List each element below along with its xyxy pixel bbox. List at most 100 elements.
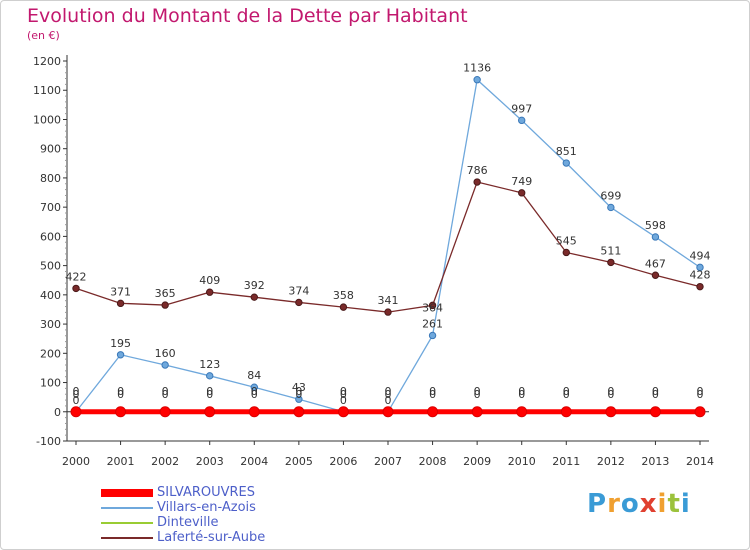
data-label: 0 xyxy=(251,388,258,401)
data-label: 0 xyxy=(162,385,169,398)
data-label: 0 xyxy=(697,388,704,401)
data-label: 0 xyxy=(206,385,213,398)
data-point xyxy=(250,293,258,301)
logo-letter: t xyxy=(667,489,681,519)
data-point xyxy=(115,406,127,418)
data-label: 0 xyxy=(117,388,124,401)
data-label: 0 xyxy=(474,385,481,398)
legend-item: Laferté-sur-Aube xyxy=(101,530,265,545)
data-label: 422 xyxy=(66,270,87,283)
y-tick-label: 200 xyxy=(40,347,61,360)
data-label: 261 xyxy=(422,317,443,330)
data-point xyxy=(696,282,704,291)
data-point xyxy=(473,76,481,84)
data-point xyxy=(293,406,305,418)
data-point xyxy=(607,203,615,212)
data-label: 0 xyxy=(162,388,169,401)
y-tick-label: 600 xyxy=(40,230,61,243)
data-label: 0 xyxy=(340,385,347,398)
x-tick-label: 2014 xyxy=(686,455,714,468)
chart-title: Evolution du Montant de la Dette par Hab… xyxy=(27,5,468,27)
data-point xyxy=(161,361,169,369)
data-point xyxy=(116,351,125,359)
data-label: 371 xyxy=(110,285,131,298)
data-label: 43 xyxy=(292,381,306,394)
logo-letter: i xyxy=(657,489,668,519)
data-point xyxy=(204,406,216,418)
y-tick-label: 800 xyxy=(40,172,61,185)
data-label: 545 xyxy=(556,234,577,247)
data-point xyxy=(250,383,258,391)
y-tick-label: 700 xyxy=(40,201,61,214)
data-label: 409 xyxy=(199,274,220,287)
data-label: 341 xyxy=(378,294,399,307)
data-point xyxy=(295,395,303,403)
data-label: 364 xyxy=(422,301,443,314)
data-point xyxy=(560,406,572,418)
data-label: 84 xyxy=(247,369,261,382)
data-label: 123 xyxy=(199,358,220,371)
x-tick-label: 2007 xyxy=(374,455,402,468)
data-label: 0 xyxy=(73,394,80,407)
logo-letter: x xyxy=(639,489,658,519)
data-label: 358 xyxy=(333,289,354,302)
data-label: 511 xyxy=(600,244,621,257)
data-label: 0 xyxy=(295,385,302,398)
data-label: 0 xyxy=(340,394,347,407)
data-label: 195 xyxy=(110,337,131,350)
y-tick-label: 1100 xyxy=(33,84,61,97)
data-label: 374 xyxy=(288,284,309,297)
data-point xyxy=(471,406,483,418)
legend-label: Laferté-sur-Aube xyxy=(157,530,266,545)
legend-swatch xyxy=(101,536,153,539)
data-point xyxy=(384,308,392,316)
logo-letter: r xyxy=(607,489,621,519)
data-label: 0 xyxy=(340,388,347,401)
data-point xyxy=(161,301,169,309)
data-label: 0 xyxy=(385,388,392,401)
data-point xyxy=(337,406,349,418)
logo-letter: P xyxy=(587,489,608,519)
logo-letter: i xyxy=(680,489,691,519)
data-label: 0 xyxy=(474,388,481,401)
data-label: 0 xyxy=(385,385,392,398)
data-label: 428 xyxy=(690,269,711,282)
x-tick-label: 2010 xyxy=(508,455,536,468)
data-label: 365 xyxy=(155,287,176,300)
data-label: 598 xyxy=(645,219,666,232)
data-label: 494 xyxy=(690,249,711,262)
data-point xyxy=(518,116,526,125)
data-label: 160 xyxy=(155,347,176,360)
data-point xyxy=(206,372,214,380)
data-point xyxy=(339,303,348,311)
data-point xyxy=(159,406,171,418)
legend-swatch xyxy=(101,521,153,524)
data-point xyxy=(206,288,214,296)
data-label: 0 xyxy=(563,388,570,401)
y-tick-label: 300 xyxy=(40,318,61,331)
x-tick-label: 2002 xyxy=(151,455,179,468)
data-point xyxy=(248,406,260,418)
data-point xyxy=(116,299,125,308)
data-point xyxy=(72,284,80,293)
data-point xyxy=(427,406,439,418)
x-tick-label: 2003 xyxy=(196,455,224,468)
data-label: 0 xyxy=(206,388,213,401)
data-label: 0 xyxy=(429,385,436,398)
data-point xyxy=(649,406,661,418)
data-label: 0 xyxy=(652,385,659,398)
y-tick-label: 900 xyxy=(40,143,61,156)
data-label: 0 xyxy=(607,385,614,398)
data-label: 0 xyxy=(697,385,704,398)
data-label: 392 xyxy=(244,279,265,292)
data-point xyxy=(70,406,82,418)
data-point xyxy=(696,263,704,272)
x-tick-label: 2008 xyxy=(419,455,447,468)
y-tick-label: 500 xyxy=(40,260,61,273)
legend-item: Dinteville xyxy=(101,515,265,530)
y-tick-label: 1200 xyxy=(33,55,61,68)
data-point xyxy=(562,248,570,257)
data-label: 0 xyxy=(518,388,525,401)
